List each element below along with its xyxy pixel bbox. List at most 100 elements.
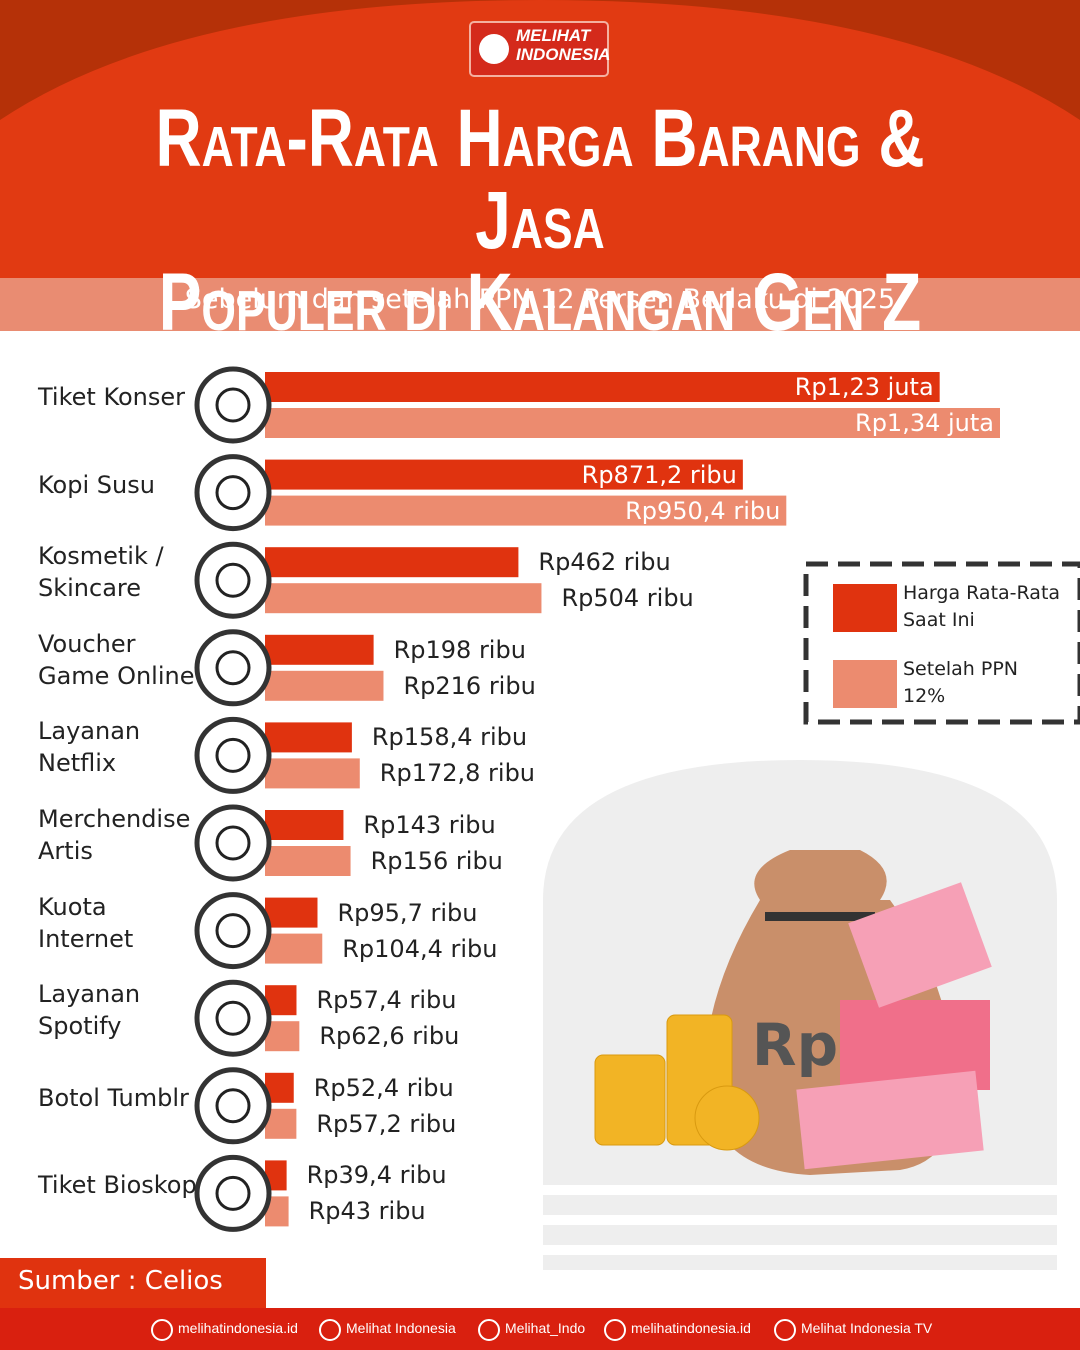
value-label: Rp39,4 ribu [306,1161,447,1190]
category-label: Tiket Bioskop [38,1171,197,1200]
bar [265,1021,300,1052]
subtitle-band [0,278,1080,331]
value-label: Rp198 ribu [393,635,526,664]
legend-swatch [833,660,897,708]
category-label: Merchendise Artis [38,805,191,865]
category-icon-inner [215,1088,251,1124]
bar [265,933,323,964]
category-label: Tiket Konser [38,383,186,411]
category-icon-inner [215,1175,251,1211]
money-bill [796,1070,984,1170]
value-label: Rp1,34 juta [855,409,994,437]
category-icon-inner [215,913,251,949]
category-icon [194,454,272,532]
category-icon-inner [215,737,251,773]
bar [265,547,519,578]
category-icon-inner [215,1000,251,1036]
category-label: Layanan Spotify [38,980,141,1041]
bar [265,810,344,840]
bar [265,459,743,490]
coins [594,1014,760,1151]
category-icon-inner [215,475,251,511]
category-icon [194,979,272,1057]
category-icon [194,366,272,444]
value-label: Rp52,4 ribu [313,1073,454,1102]
footer-link: melihatindonesia.id [178,1320,298,1336]
value-label: Rp462 ribu [538,548,671,577]
value-label: Rp143 ribu [363,811,496,839]
bar [265,846,351,876]
legend-label: Harga Rata-Rata Saat Ini [903,582,1061,631]
value-label: Rp504 ribu [561,584,694,613]
category-label: Kuota Internet [38,892,134,953]
logo-icon [479,34,509,64]
category-label: Layanan Netflix [38,717,141,778]
money-bill-2 [848,882,992,1008]
value-label: Rp104,4 ribu [342,934,498,963]
logo-box [469,21,609,77]
footer-icon [478,1319,500,1341]
category-icon-inner [215,825,251,861]
footer-icon [604,1319,626,1341]
brand: MELIHAT INDONESIA [516,26,611,64]
bag-symbol: Rp [752,1011,838,1079]
value-label: Rp172,8 ribu [379,759,536,788]
category-icon-inner [215,562,251,598]
footer-icon [319,1319,341,1341]
source-bg [0,1258,266,1310]
category-icon [194,629,272,707]
footer-link: melihatindonesia.id [631,1320,751,1336]
value-label: Rp57,4 ribu [316,986,457,1015]
chart-subtitle: Sebelum dan setelah PPN 12 Persen Berlak… [184,284,896,315]
footer-bg [0,1308,1080,1350]
footer-icon [151,1319,173,1341]
footer-link: Melihat Indonesia TV [801,1320,933,1336]
legend-label: Setelah PPN 12% [903,658,1019,707]
bar [265,1160,287,1191]
category-label: Kopi Susu [38,470,155,499]
bar [265,722,352,753]
value-label: Rp950,4 ribu [625,496,781,525]
bar [265,495,787,526]
category-label: Kosmetik / Skincare [38,542,164,603]
bar [265,372,940,402]
category-label: Botol Tumblr [38,1083,189,1112]
category-icon-inner [215,650,251,686]
footer-icon [774,1319,796,1341]
category-icon [194,1067,272,1145]
bar [265,1196,289,1227]
category-label: Voucher Game Online [38,629,195,690]
header-arc [0,0,1080,120]
footer-link: Melihat_Indo [505,1320,586,1336]
category-icon-inner [215,387,251,423]
bar [265,634,374,665]
value-label: Rp43 ribu [308,1197,426,1226]
value-label: Rp156 ribu [370,847,503,875]
footer-link: Melihat Indonesia [346,1320,456,1336]
category-icon [194,541,272,619]
legend-box [803,561,1080,725]
bar [265,897,318,928]
value-label: Rp216 ribu [403,671,536,700]
value-label: Rp871,2 ribu [581,460,737,489]
bar [265,583,542,614]
bar [265,758,360,789]
category-icon [194,892,272,970]
bar [265,408,1000,438]
chart-title: Rata-Rata Harga Barang & Jasa Populer di… [155,93,925,348]
category-icon [194,1154,272,1232]
value-label: Rp95,7 ribu [337,898,478,927]
money-bag-top [754,850,887,900]
value-label: Rp1,23 juta [794,373,934,401]
source: Sumber : Celios [18,1266,223,1296]
money-bag-tie [765,912,875,921]
value-label: Rp158,4 ribu [371,723,528,752]
stripes [543,1185,1057,1255]
value-label: Rp62,6 ribu [319,1022,460,1051]
category-icon [194,804,272,882]
value-label: Rp57,2 ribu [316,1109,457,1138]
category-icon [194,716,272,794]
legend-swatch [833,584,897,632]
